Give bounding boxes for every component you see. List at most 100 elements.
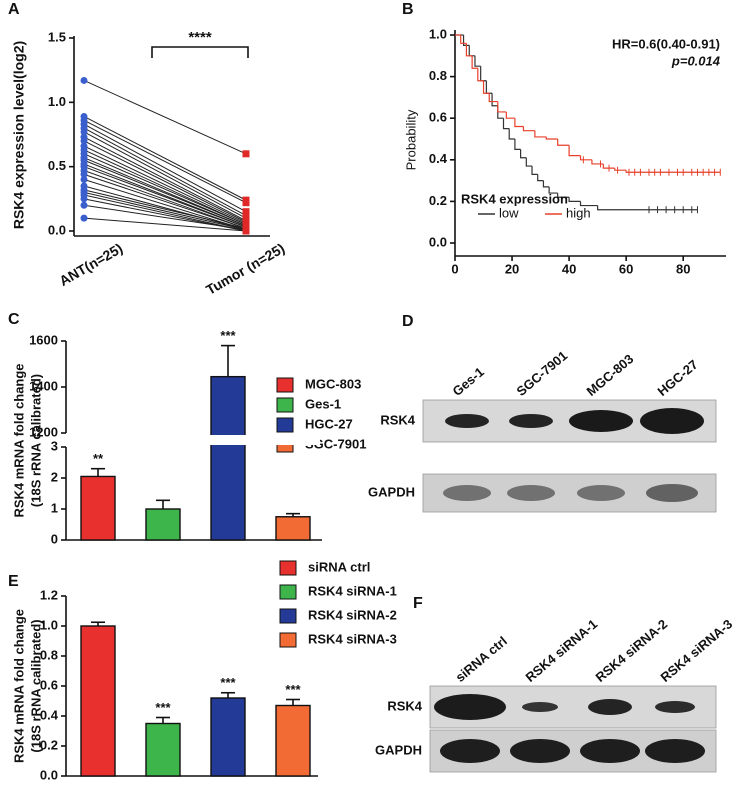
- y-tick-label: 1: [51, 500, 58, 515]
- y-tick-label: 0.8: [429, 68, 447, 83]
- panel-letter: D: [402, 313, 414, 330]
- y-axis-label: (18S rRNA calibrated): [28, 619, 43, 752]
- significance-bracket: [151, 46, 249, 58]
- significance: ***: [285, 682, 301, 697]
- blot-band: [522, 702, 558, 712]
- y-axis-label: Probability: [403, 109, 418, 170]
- pair-line: [83, 123, 247, 213]
- survival-step: [514, 118, 524, 128]
- blot-band: [443, 485, 491, 501]
- bar: [80, 625, 116, 777]
- legend-label: RSK4 siRNA-3: [308, 631, 397, 646]
- y-tick-label: 0.0: [40, 767, 58, 782]
- survival-step: [482, 80, 490, 94]
- legend-swatch: [276, 397, 294, 413]
- survival-step: [477, 68, 484, 82]
- y-tick-label: 0: [51, 531, 58, 546]
- pair-line: [83, 80, 247, 155]
- y-tick-label: 1.0: [48, 94, 66, 109]
- blot-band: [645, 739, 705, 763]
- bar: [275, 516, 311, 541]
- survival-step: [537, 174, 544, 182]
- y-tick-label: 1200: [29, 424, 58, 439]
- y-tick-label: 0.5: [48, 158, 66, 173]
- y-tick-label: 0.2: [429, 193, 447, 208]
- legend-label: siRNA ctrl: [308, 559, 370, 574]
- survival-step: [602, 163, 615, 169]
- pair-line: [83, 149, 247, 226]
- survival-step: [557, 193, 570, 198]
- survival-step: [579, 155, 592, 161]
- legend-label: SGC-7901: [305, 436, 366, 451]
- point: [80, 128, 88, 136]
- legend-label: HGC-27: [305, 416, 353, 431]
- blot-row-label: RSK4: [387, 698, 422, 713]
- legend-label: RSK4 siRNA-1: [308, 583, 397, 598]
- survival-step: [579, 201, 598, 207]
- y-tick-label: 1400: [29, 378, 58, 393]
- blot-band: [569, 410, 633, 432]
- point: [242, 208, 250, 216]
- survival-step: [597, 205, 698, 211]
- legend-swatch: [279, 608, 297, 624]
- x-tick-label: 80: [676, 261, 690, 276]
- significance: ****: [188, 29, 212, 46]
- blot-band: [440, 739, 500, 763]
- y-tick-label: 0.4: [40, 707, 59, 722]
- blot-band: [509, 414, 553, 428]
- survival-step: [531, 166, 538, 175]
- bar: [210, 697, 246, 777]
- significance: **: [93, 451, 104, 466]
- survival-step: [525, 157, 533, 167]
- survival-step: [491, 93, 498, 107]
- blot-band: [655, 701, 695, 713]
- survival-step: [625, 170, 721, 173]
- annotation: p=0.014: [671, 53, 721, 68]
- blot-band: [640, 408, 704, 434]
- blot-band: [588, 699, 632, 715]
- pair-line: [83, 145, 247, 224]
- legend-swatch: [279, 632, 297, 648]
- blot-row-label: GAPDH: [368, 484, 415, 499]
- pair-line: [83, 189, 247, 229]
- survival-step: [488, 93, 498, 103]
- pair-line: [83, 127, 247, 216]
- point: [80, 170, 88, 178]
- y-tick-label: 1.5: [48, 29, 66, 44]
- annotation: HR=0.6(0.40-0.91): [612, 36, 720, 51]
- survival-step: [497, 101, 507, 113]
- blot-row-label: RSK4: [380, 412, 415, 427]
- legend-label: MGC-803: [305, 376, 361, 391]
- legend-title: RSK4 expression: [461, 191, 568, 206]
- pair-line: [83, 136, 247, 222]
- y-tick-label: 2: [51, 469, 58, 484]
- survival-step: [474, 55, 481, 67]
- panel-letter: F: [413, 595, 423, 612]
- y-tick-label: 0.0: [429, 234, 447, 249]
- y-tick-label: 0.6: [40, 677, 58, 692]
- y-axis-label: RSK4 mRNA fold change: [11, 363, 26, 517]
- pair-line: [83, 116, 247, 201]
- blot-band: [445, 414, 489, 428]
- y-tick-label: 0.8: [40, 647, 58, 662]
- point: [80, 176, 88, 184]
- pair-line: [83, 179, 247, 231]
- x-tick-label: 60: [619, 261, 633, 276]
- point: [80, 195, 88, 203]
- axis-break: [70, 435, 320, 445]
- survival-step: [568, 197, 581, 202]
- bar: [145, 722, 181, 777]
- x-tick-label: 20: [505, 261, 519, 276]
- survival-step: [522, 126, 535, 132]
- bar: [210, 375, 246, 541]
- significance: ***: [220, 328, 236, 343]
- survival-step: [557, 139, 570, 146]
- blot-band: [577, 485, 625, 501]
- point: [80, 214, 88, 222]
- survival-step: [614, 168, 627, 171]
- blot-row-label: GAPDH: [375, 742, 422, 757]
- pair-line: [83, 140, 247, 223]
- y-tick-label: 0.2: [40, 737, 58, 752]
- legend-swatch: [276, 377, 294, 393]
